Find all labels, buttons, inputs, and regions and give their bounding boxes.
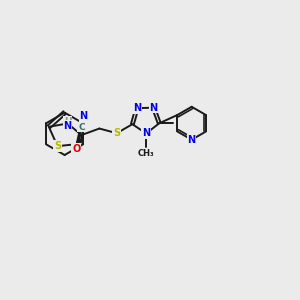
Text: S: S [54, 141, 61, 151]
Text: O: O [72, 144, 80, 154]
Text: N: N [80, 111, 88, 121]
Text: C: C [78, 123, 85, 132]
Text: N: N [64, 121, 72, 131]
Text: CH₃: CH₃ [138, 149, 154, 158]
Text: N: N [149, 103, 158, 112]
Text: N: N [188, 135, 196, 145]
Text: N: N [142, 128, 150, 139]
Text: N: N [133, 103, 141, 113]
Text: H: H [64, 117, 71, 126]
Text: S: S [113, 128, 120, 138]
